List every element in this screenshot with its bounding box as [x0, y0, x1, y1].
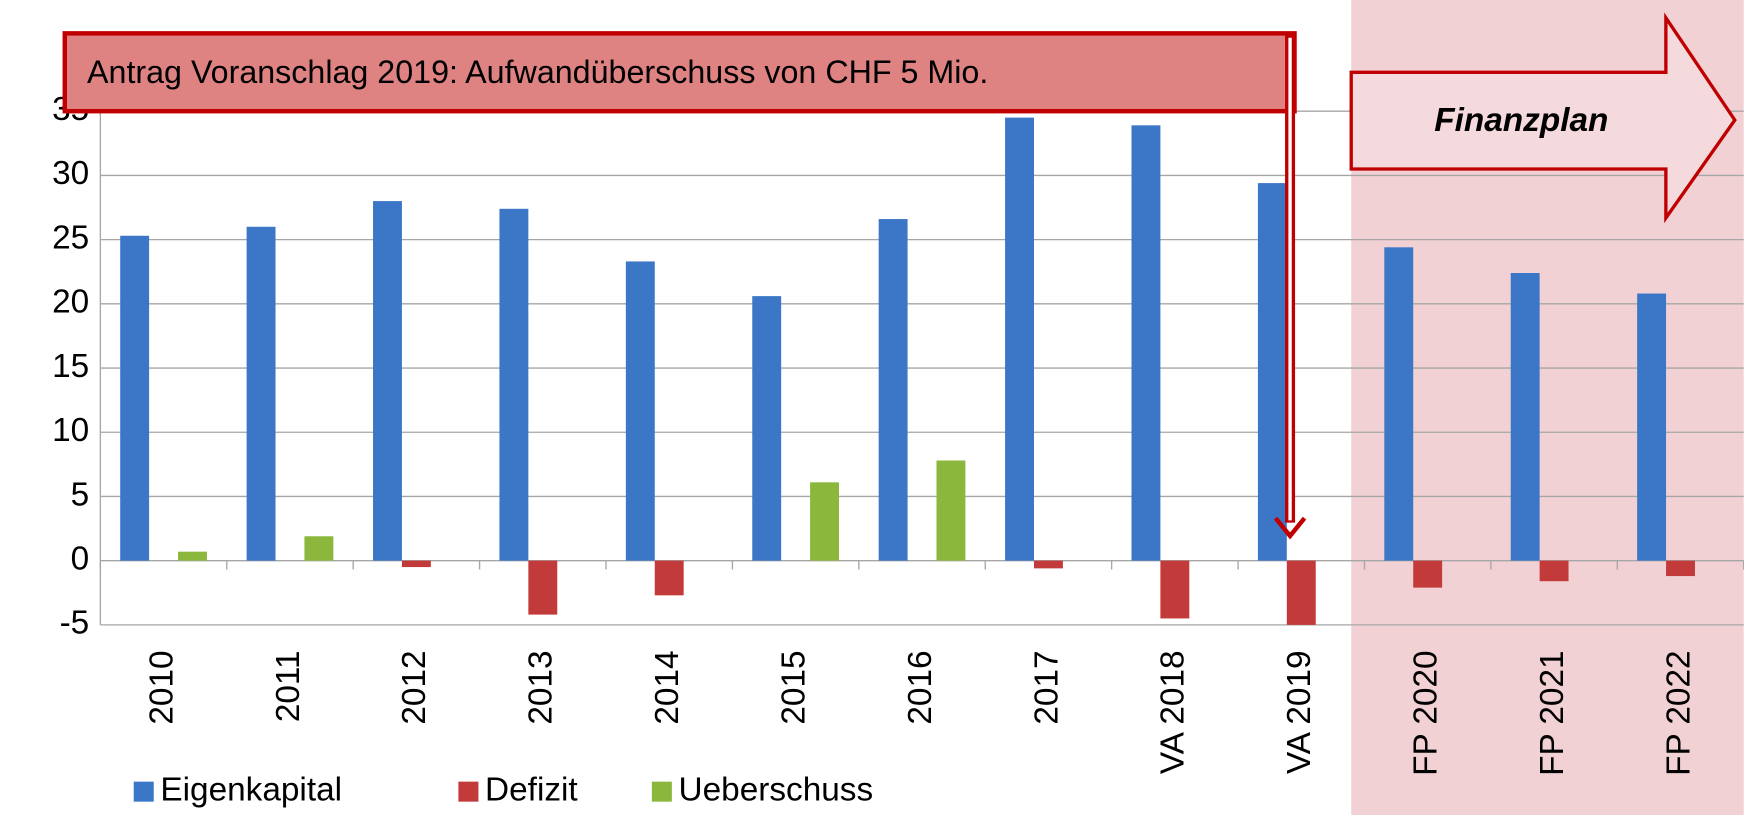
- bar: [1131, 125, 1161, 561]
- annotation-box: [62, 31, 1297, 114]
- bar: [1257, 183, 1287, 561]
- x-tick-label: FP 2021: [1534, 650, 1571, 775]
- bar: [1005, 117, 1034, 561]
- y-tick-label: 25: [52, 219, 89, 256]
- annotation-text: Antrag Voranschlag 2019: Aufwandüberschu…: [87, 54, 988, 90]
- bar: [1384, 247, 1414, 561]
- plot: -505101520253035201020112012201320142015…: [52, 91, 1744, 808]
- bar: [401, 560, 431, 568]
- legend-label: Defizit: [485, 771, 578, 808]
- x-tick-label: 2011: [270, 650, 307, 722]
- x-tick-label: VA 2019: [1281, 650, 1318, 774]
- bar: [810, 482, 839, 561]
- y-tick-label: 30: [52, 155, 89, 192]
- legend-swatch: [651, 781, 672, 802]
- bar: [1033, 560, 1063, 569]
- bar: [120, 235, 150, 561]
- bar: [528, 560, 558, 615]
- x-tick-label: 2010: [143, 650, 180, 724]
- y-tick-label: 15: [52, 348, 89, 385]
- y-tick-label: 5: [71, 476, 90, 513]
- bar: [625, 261, 655, 561]
- bar: [1160, 560, 1190, 619]
- bar: [1286, 560, 1316, 625]
- bar: [1539, 560, 1569, 582]
- legend-swatch: [133, 781, 154, 802]
- bar: [1637, 293, 1667, 561]
- bar: [878, 219, 908, 561]
- bar: [654, 560, 684, 596]
- x-tick-label: 2014: [649, 650, 686, 724]
- bar: [1510, 272, 1540, 561]
- legend-label: Eigenkapital: [160, 771, 342, 808]
- legend-label: Ueberschuss: [679, 771, 874, 808]
- bar: [373, 201, 402, 561]
- x-tick-label: 2012: [396, 650, 433, 724]
- bar: [936, 460, 966, 561]
- x-tick-label: 2013: [523, 650, 560, 724]
- x-tick-label: FP 2022: [1660, 650, 1697, 775]
- y-tick-label: 20: [52, 284, 89, 321]
- x-tick-label: 2017: [1028, 650, 1065, 724]
- bar: [304, 536, 334, 561]
- forecast-arrow: [1349, 12, 1737, 224]
- bar: [752, 296, 782, 561]
- bar: [246, 226, 276, 561]
- y-tick-label: 0: [71, 540, 90, 577]
- bar: [178, 551, 207, 561]
- bar: [499, 208, 529, 561]
- bar: [1413, 560, 1443, 588]
- forecast-label: Finanzplan: [1434, 102, 1608, 139]
- x-tick-label: FP 2020: [1407, 650, 1444, 775]
- y-tick-label: 10: [52, 412, 89, 449]
- x-tick-label: 2015: [775, 650, 812, 724]
- annotation-arrowhead: [1273, 516, 1307, 540]
- legend-swatch: [458, 781, 479, 802]
- x-tick-label: VA 2018: [1155, 650, 1192, 774]
- y-tick-label: -5: [60, 605, 90, 642]
- x-tick-label: 2016: [902, 650, 939, 724]
- bar: [1666, 560, 1695, 577]
